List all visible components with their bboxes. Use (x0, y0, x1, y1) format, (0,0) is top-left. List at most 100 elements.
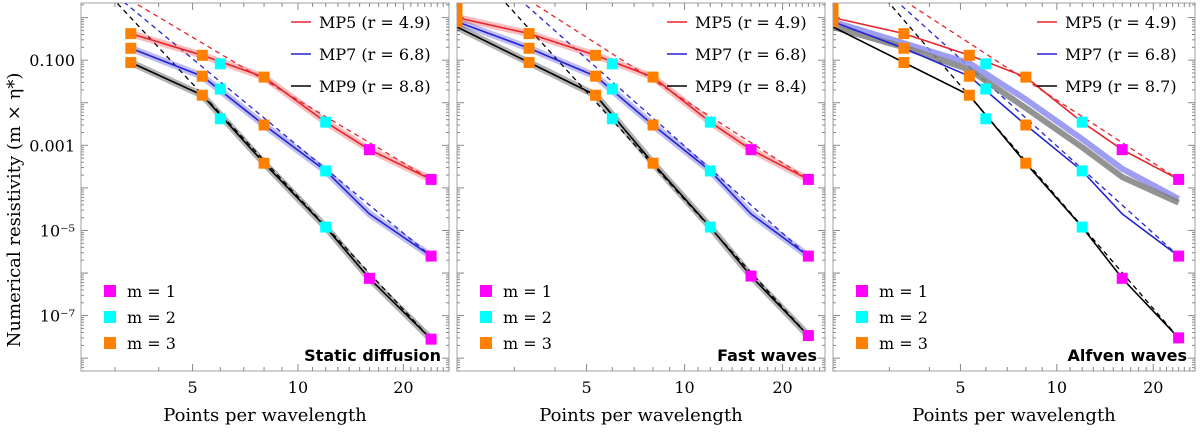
marker-m2 (980, 83, 992, 95)
marker-m2 (606, 113, 618, 125)
marker-m2 (214, 83, 226, 95)
marker-m1 (802, 330, 814, 342)
marker-m3 (258, 119, 270, 131)
x-axis-title: Points per wavelength (912, 405, 1116, 426)
marker-m1 (363, 272, 375, 284)
marker-m3 (1020, 71, 1032, 83)
marker-m2 (320, 221, 332, 233)
panel-static-diffusion: 5 10 20 0.100 0.001 10⁻⁵ 10⁻⁷ Points per wavele… (29, 2, 450, 426)
marker-m3 (647, 71, 659, 83)
marker-m1 (1173, 250, 1185, 262)
x-tick-label: 20 (393, 378, 413, 397)
marker-legend-swatch (104, 337, 116, 349)
legend-label: MP7 (r = 6.8) (695, 45, 807, 64)
marker-legend-label: m = 1 (879, 282, 928, 301)
marker-m1 (1173, 173, 1185, 185)
marker-m3 (833, 3, 839, 15)
marker-m3 (647, 119, 659, 131)
marker-m1 (745, 270, 757, 282)
legend-label: MP9 (r = 8.8) (319, 77, 431, 96)
marker-legend-swatch (480, 311, 492, 323)
marker-legend-swatch (480, 337, 492, 349)
marker-m3 (898, 42, 910, 54)
series-line (130, 47, 432, 257)
x-axis-title: Points per wavelength (539, 405, 743, 426)
marker-legend-label: m = 2 (127, 308, 176, 327)
x-tick-label: 5 (955, 378, 965, 397)
marker-m3 (523, 57, 535, 69)
marker-legend-label: m = 3 (503, 334, 552, 353)
marker-m3 (125, 42, 137, 54)
marker-legend-swatch (104, 285, 116, 297)
marker-m3 (833, 16, 839, 28)
marker-m1 (745, 144, 757, 156)
marker-m3 (590, 49, 602, 61)
marker-m3 (590, 70, 602, 82)
marker-m2 (606, 83, 618, 95)
marker-m3 (125, 57, 137, 69)
marker-m3 (125, 28, 137, 40)
marker-m2 (214, 113, 226, 125)
marker-m2 (704, 116, 716, 128)
marker-legend-swatch (856, 311, 868, 323)
marker-m3 (647, 157, 659, 169)
marker-m3 (898, 57, 910, 69)
y-tick-label: 0.100 (29, 51, 75, 70)
plot-frame (80, 2, 450, 372)
marker-m3 (898, 28, 910, 40)
marker-m3 (1020, 157, 1032, 169)
marker-m3 (258, 157, 270, 169)
marker-m3 (196, 49, 208, 61)
marker-legend-swatch (104, 311, 116, 323)
legend-label: MP9 (r = 8.4) (695, 77, 807, 96)
marker-legend-swatch (856, 337, 868, 349)
marker-m3 (963, 89, 975, 101)
marker-m1 (802, 173, 814, 185)
marker-m2 (1076, 116, 1088, 128)
marker-m2 (214, 58, 226, 70)
marker-m1 (425, 250, 437, 262)
marker-m3 (457, 16, 463, 28)
marker-m3 (1020, 119, 1032, 131)
legend-label: MP7 (r = 6.8) (1065, 45, 1177, 64)
marker-m2 (980, 58, 992, 70)
marker-m3 (258, 71, 270, 83)
y-tick-label: 0.001 (29, 136, 75, 155)
panel-alfven-waves: 5 10 20 Points per wavelength MP5 (r = 4.9) M… (832, 2, 1196, 426)
marker-m3 (196, 89, 208, 101)
marker-m2 (606, 58, 618, 70)
legend-label: MP5 (r = 4.9) (319, 13, 431, 32)
marker-m3 (963, 49, 975, 61)
legend-label: MP9 (r = 8.7) (1065, 77, 1177, 96)
marker-m3 (196, 70, 208, 82)
plot-area (833, 3, 1185, 344)
x-tick-label: 20 (1143, 378, 1163, 397)
marker-legend-label: m = 1 (503, 282, 552, 301)
marker-m2 (704, 165, 716, 177)
panel-fast-waves: 5 10 20 Points per wavelength MP5 (r = 4.9) M… (456, 2, 826, 426)
reference-slope-line (906, 3, 1179, 180)
panel-title: Fast waves (717, 346, 817, 365)
marker-legend-swatch (856, 285, 868, 297)
legend-label: MP5 (r = 4.9) (695, 13, 807, 32)
y-tick-label: 10⁻⁵ (40, 221, 75, 240)
plot-frame (456, 2, 826, 372)
x-tick-label: 5 (581, 378, 591, 397)
x-tick-label: 10 (288, 378, 308, 397)
marker-m3 (963, 70, 975, 82)
legend-label: MP7 (r = 6.8) (319, 45, 431, 64)
marker-m1 (1116, 144, 1128, 156)
marker-legend-label: m = 2 (503, 308, 552, 327)
marker-m1 (425, 333, 437, 345)
marker-m2 (980, 113, 992, 125)
marker-m3 (523, 28, 535, 40)
plot-area (457, 3, 814, 342)
x-axis-title: Points per wavelength (163, 405, 367, 426)
marker-m3 (457, 3, 463, 15)
marker-m1 (1116, 272, 1128, 284)
marker-m2 (1076, 165, 1088, 177)
x-tick-label: 10 (1047, 378, 1067, 397)
marker-m2 (320, 165, 332, 177)
marker-m3 (833, 10, 839, 22)
